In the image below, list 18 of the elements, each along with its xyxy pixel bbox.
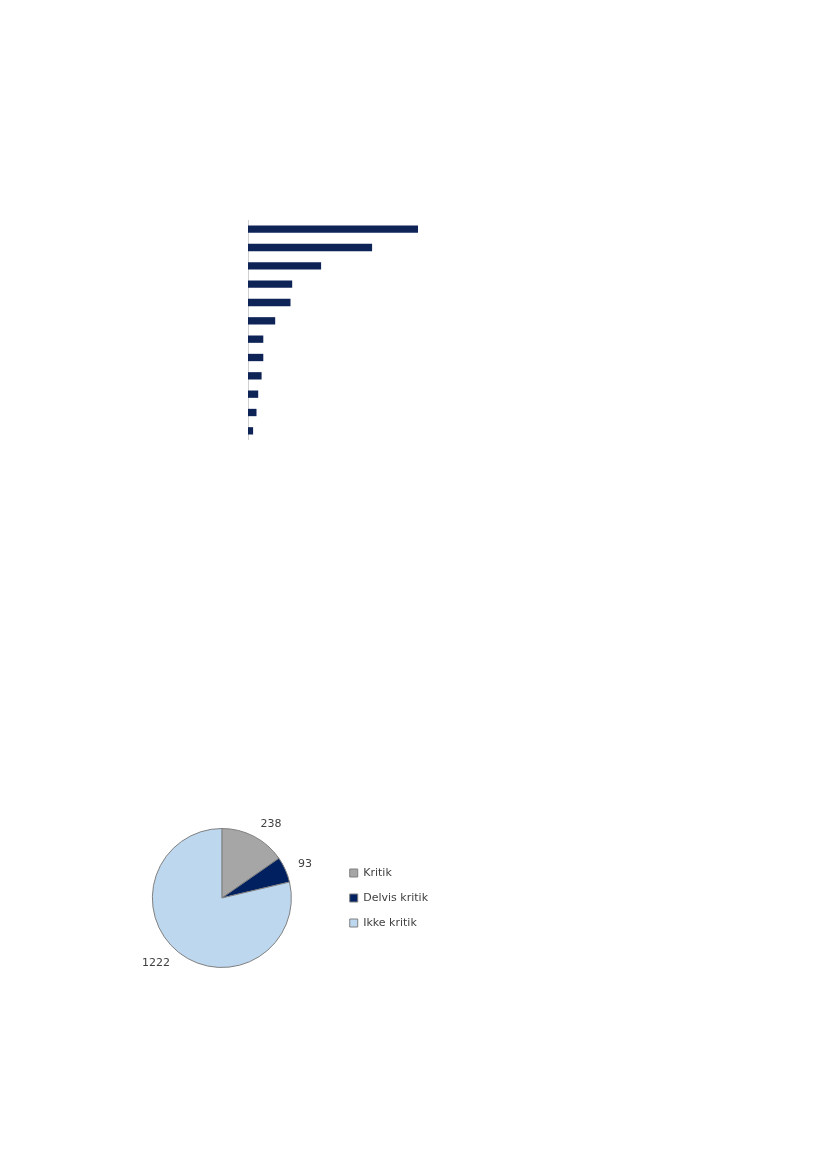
- bar: [248, 262, 322, 270]
- bar: [248, 280, 293, 288]
- legend-label: Kritik: [363, 865, 393, 879]
- bar: [248, 243, 373, 252]
- data-label: 238: [260, 816, 282, 830]
- legend-label: Delvis kritik: [363, 890, 429, 904]
- bar: [248, 335, 264, 343]
- data-label: 1222: [142, 956, 171, 970]
- bar: [248, 317, 276, 325]
- bar: [248, 390, 259, 398]
- bar: [248, 353, 264, 362]
- data-label: 93: [298, 856, 313, 870]
- bar: [248, 372, 262, 380]
- bar: [248, 298, 291, 307]
- bar: [248, 427, 254, 435]
- bar: [248, 408, 257, 417]
- bar: [248, 225, 418, 233]
- legend-label: Ikke kritik: [363, 915, 418, 929]
